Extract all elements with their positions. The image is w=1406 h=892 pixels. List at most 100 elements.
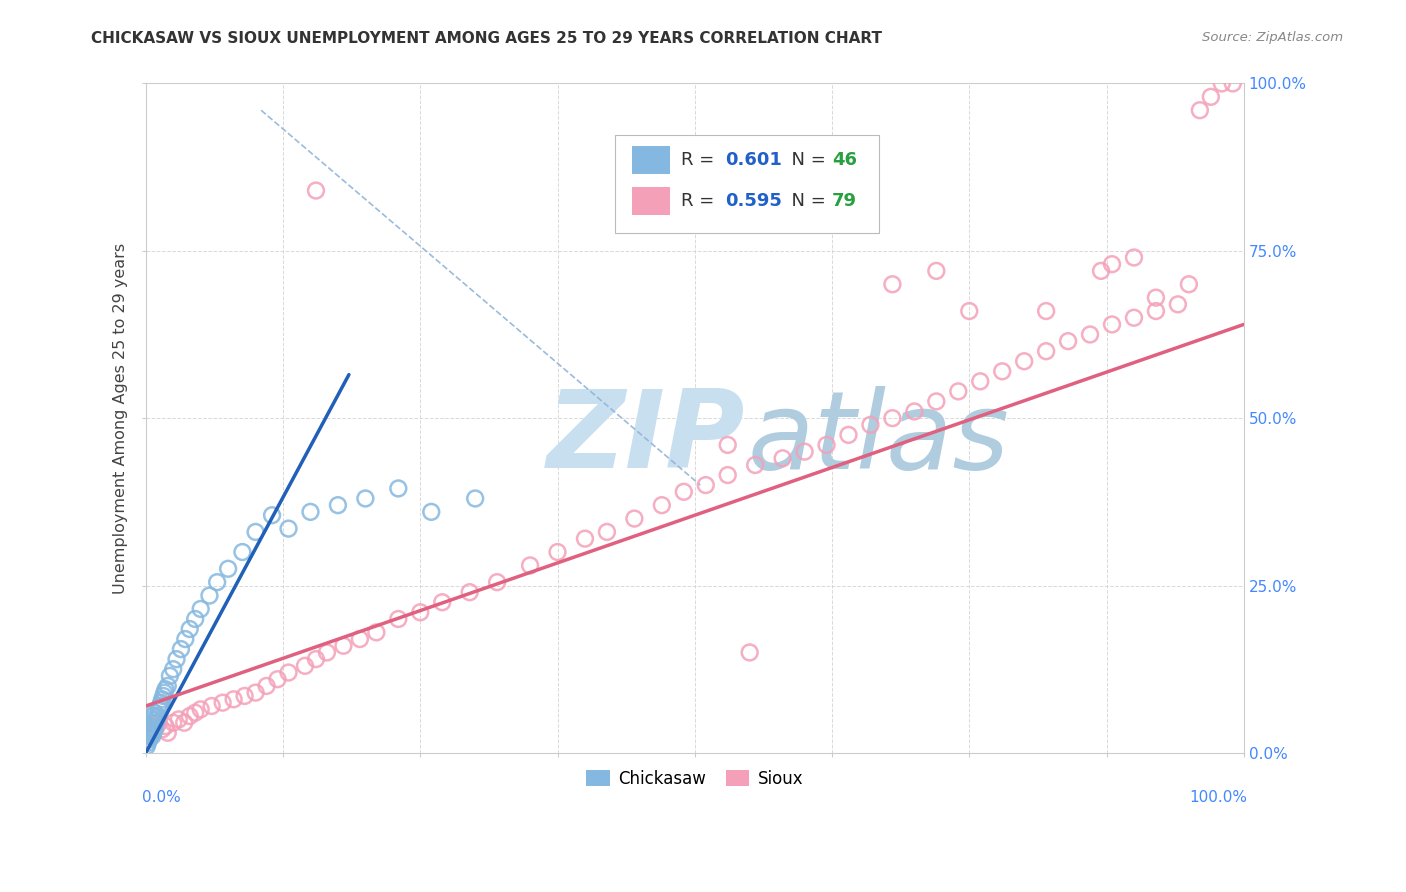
Point bbox=[141, 729, 163, 743]
Point bbox=[211, 696, 233, 710]
Point bbox=[143, 723, 166, 737]
Point bbox=[925, 394, 948, 409]
Point bbox=[294, 658, 316, 673]
Point bbox=[738, 645, 761, 659]
Point bbox=[138, 726, 160, 740]
Point bbox=[277, 665, 299, 680]
Point bbox=[948, 384, 970, 399]
Point bbox=[166, 652, 188, 666]
Point bbox=[882, 411, 904, 425]
Point bbox=[155, 719, 177, 733]
Text: R =: R = bbox=[681, 152, 720, 169]
Point bbox=[150, 723, 173, 737]
Point bbox=[217, 562, 239, 576]
Point bbox=[142, 726, 165, 740]
Point bbox=[349, 632, 371, 646]
Text: 0.0%: 0.0% bbox=[142, 789, 181, 805]
Point bbox=[859, 417, 882, 432]
Point bbox=[969, 375, 991, 389]
Point bbox=[957, 304, 980, 318]
Point bbox=[136, 736, 159, 750]
Point bbox=[1144, 304, 1167, 318]
Point bbox=[162, 662, 184, 676]
Point bbox=[387, 482, 409, 496]
Point bbox=[155, 682, 177, 697]
Point bbox=[198, 589, 221, 603]
Point bbox=[233, 689, 256, 703]
Point bbox=[1035, 304, 1057, 318]
Point bbox=[1211, 77, 1233, 91]
Point bbox=[174, 632, 197, 646]
Text: N =: N = bbox=[780, 192, 832, 210]
Point bbox=[925, 264, 948, 278]
Point bbox=[201, 698, 224, 713]
Point bbox=[1090, 264, 1112, 278]
Point bbox=[146, 709, 169, 723]
Point bbox=[145, 719, 167, 733]
FancyBboxPatch shape bbox=[614, 135, 879, 233]
Point bbox=[162, 715, 184, 730]
Point bbox=[717, 438, 740, 452]
Point bbox=[245, 685, 267, 699]
Point bbox=[150, 696, 173, 710]
Point bbox=[486, 575, 509, 590]
Point bbox=[519, 558, 541, 573]
Point bbox=[1101, 257, 1123, 271]
Point bbox=[316, 645, 339, 659]
Text: 0.601: 0.601 bbox=[725, 152, 782, 169]
Point bbox=[1012, 354, 1035, 368]
Point bbox=[387, 612, 409, 626]
Point bbox=[141, 712, 163, 726]
Point bbox=[903, 404, 925, 418]
Point bbox=[139, 723, 162, 737]
Point bbox=[815, 438, 838, 452]
Point bbox=[651, 498, 673, 512]
Point bbox=[190, 602, 212, 616]
Point bbox=[141, 715, 163, 730]
Point bbox=[266, 672, 288, 686]
Text: 79: 79 bbox=[832, 192, 858, 210]
Point bbox=[260, 508, 283, 523]
Point bbox=[332, 639, 354, 653]
Point bbox=[142, 709, 165, 723]
Point bbox=[205, 575, 228, 590]
Point bbox=[672, 484, 695, 499]
Text: atlas: atlas bbox=[748, 385, 1010, 491]
Point bbox=[245, 524, 267, 539]
Point bbox=[190, 702, 212, 716]
Point bbox=[145, 715, 167, 730]
Point bbox=[138, 729, 160, 743]
Point bbox=[256, 679, 278, 693]
Point bbox=[231, 545, 253, 559]
Point bbox=[366, 625, 388, 640]
Point bbox=[420, 505, 443, 519]
Point bbox=[143, 723, 166, 737]
Point bbox=[305, 184, 328, 198]
Point bbox=[173, 715, 195, 730]
Point bbox=[623, 511, 645, 525]
Point bbox=[837, 428, 859, 442]
Point bbox=[464, 491, 486, 506]
Point bbox=[1199, 90, 1222, 104]
Point bbox=[153, 685, 176, 699]
Point bbox=[150, 692, 173, 706]
Text: 0.595: 0.595 bbox=[725, 192, 782, 210]
Point bbox=[184, 706, 207, 720]
Point bbox=[458, 585, 481, 599]
Point bbox=[326, 498, 349, 512]
Text: Source: ZipAtlas.com: Source: ZipAtlas.com bbox=[1202, 31, 1343, 45]
Point bbox=[772, 451, 794, 466]
Point bbox=[1123, 251, 1146, 265]
Point bbox=[305, 652, 328, 666]
Text: CHICKASAW VS SIOUX UNEMPLOYMENT AMONG AGES 25 TO 29 YEARS CORRELATION CHART: CHICKASAW VS SIOUX UNEMPLOYMENT AMONG AG… bbox=[91, 31, 883, 46]
Point bbox=[1144, 291, 1167, 305]
Y-axis label: Unemployment Among Ages 25 to 29 years: Unemployment Among Ages 25 to 29 years bbox=[114, 243, 128, 594]
Text: ZIP: ZIP bbox=[547, 385, 745, 491]
Point bbox=[717, 468, 740, 483]
Point bbox=[179, 709, 201, 723]
Point bbox=[156, 679, 179, 693]
Point bbox=[148, 715, 170, 730]
Point bbox=[222, 692, 245, 706]
Point bbox=[167, 712, 190, 726]
FancyBboxPatch shape bbox=[633, 186, 669, 215]
